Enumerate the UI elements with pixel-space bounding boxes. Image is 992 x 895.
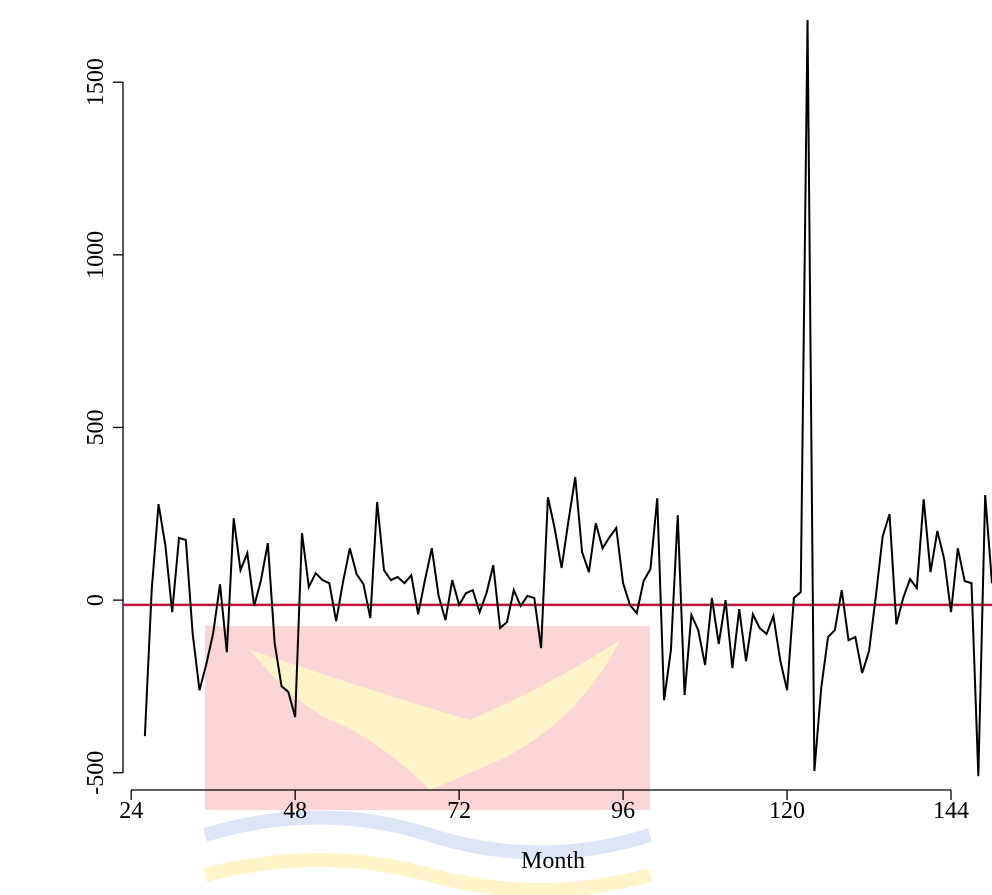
x-tick-label: 120	[769, 798, 805, 824]
x-tick-label: 48	[283, 798, 307, 824]
x-tick-label: 24	[119, 798, 143, 824]
x-tick-label: 96	[611, 798, 635, 824]
y-tick-label: 0	[83, 594, 109, 606]
x-tick-label: 144	[933, 798, 969, 824]
x-tick-label: 72	[447, 798, 471, 824]
y-tick-label: 1500	[83, 58, 109, 106]
y-tick-label: 500	[83, 409, 109, 445]
y-tick-label: -500	[83, 751, 109, 795]
chart: Month 24 48 72 96 120 144 -500 0 500 1000 1500	[0, 0, 992, 895]
y-tick-label: 1000	[83, 231, 109, 279]
x-axis-title: Month	[521, 848, 585, 874]
